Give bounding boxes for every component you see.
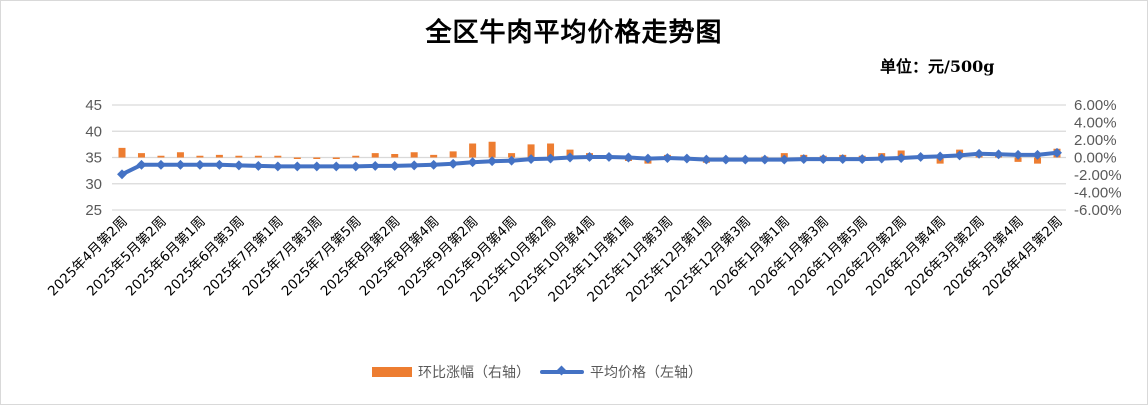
svg-text:30: 30: [85, 176, 102, 193]
legend: 环比涨幅（右轴） 平均价格（左轴）: [372, 362, 702, 382]
svg-text:-6.00%: -6.00%: [1074, 202, 1122, 219]
right-axis-ticks: -6.00%-4.00%-2.00%0.00%2.00%4.00%6.00%: [1074, 97, 1122, 219]
legend-bar-swatch-icon: [372, 367, 412, 377]
svg-text:45: 45: [85, 97, 102, 114]
svg-text:35: 35: [85, 150, 102, 167]
svg-text:-2.00%: -2.00%: [1074, 167, 1122, 184]
line-series-avg-price: [117, 147, 1062, 180]
svg-text:-4.00%: -4.00%: [1074, 185, 1122, 202]
svg-text:4.00%: 4.00%: [1074, 115, 1117, 132]
svg-text:0.00%: 0.00%: [1074, 150, 1117, 167]
chart-title: 全区牛肉平均价格走势图: [425, 18, 723, 48]
svg-text:2.00%: 2.00%: [1074, 132, 1117, 149]
legend-line-marker-icon: [540, 370, 584, 374]
legend-line-label: 平均价格（左轴）: [590, 365, 702, 381]
unit-label: 单位：元/500g: [880, 57, 995, 76]
legend-bar-label: 环比涨幅（右轴）: [418, 365, 530, 381]
svg-text:40: 40: [85, 123, 102, 140]
svg-text:25: 25: [85, 202, 102, 219]
x-axis-labels: 2025年4月第2周2025年5月第2周2025年6月第1周2025年6月第3周…: [44, 213, 1066, 306]
left-axis-ticks: 25 30 35 40 45: [85, 97, 102, 219]
svg-text:6.00%: 6.00%: [1074, 97, 1117, 114]
